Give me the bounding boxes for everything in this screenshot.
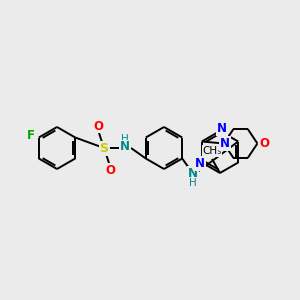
Text: F: F [27, 129, 35, 142]
Text: H: H [189, 178, 197, 188]
Text: N: N [120, 140, 130, 154]
Text: N: N [217, 122, 227, 136]
Text: O: O [93, 119, 103, 133]
Text: H: H [121, 134, 129, 144]
Text: S: S [100, 142, 109, 154]
Text: CH₃: CH₃ [202, 146, 222, 156]
Text: O: O [105, 164, 115, 176]
Text: N: N [195, 157, 205, 170]
Text: O: O [260, 137, 269, 150]
Text: N: N [188, 167, 198, 180]
Text: N: N [220, 137, 230, 150]
